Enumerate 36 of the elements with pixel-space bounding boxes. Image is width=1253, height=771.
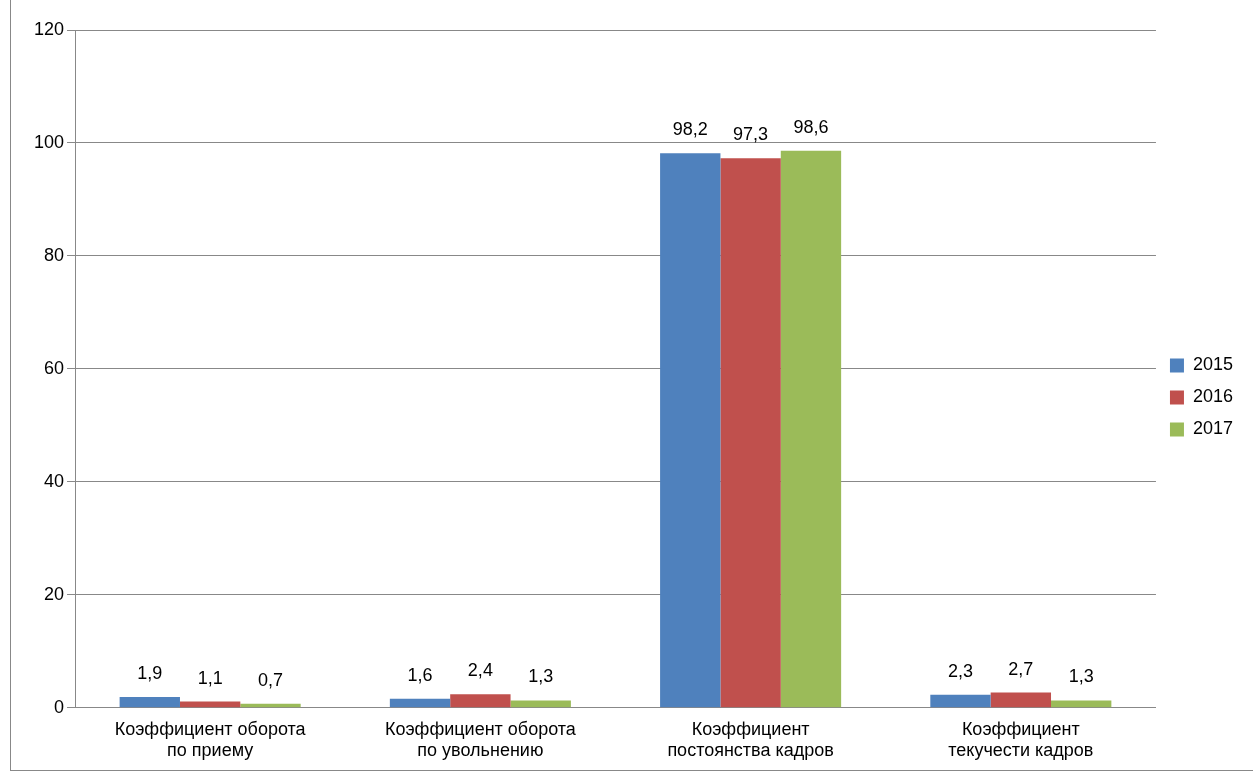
y-tick-label: 120 (33, 18, 65, 39)
data-label: 0,7 (257, 669, 284, 690)
data-label: 98,6 (793, 116, 829, 137)
x-tick-label: Коэффициент оборота по приему (114, 718, 307, 761)
bar (780, 150, 842, 708)
bar (389, 698, 451, 708)
legend-label: 2016 (1192, 386, 1233, 407)
x-tick-label: Коэффициент постоянства кадров (667, 718, 834, 761)
data-label: 1,3 (528, 666, 554, 687)
y-tick-label: 20 (44, 583, 65, 604)
x-tick-label: Коэффициент текучести кадров (948, 718, 1094, 761)
bar (990, 692, 1052, 708)
legend-label: 2015 (1192, 354, 1233, 375)
bar (510, 700, 571, 708)
data-label: 2,7 (1008, 658, 1034, 679)
y-tick-label: 0 (54, 696, 65, 717)
bar (930, 694, 991, 708)
y-tick-label: 40 (44, 470, 65, 491)
bar (720, 158, 781, 708)
data-label: 97,3 (733, 124, 769, 145)
legend-label: 2017 (1192, 418, 1233, 439)
bar (1051, 700, 1112, 708)
data-label: 2,4 (467, 660, 493, 681)
data-label: 1,1 (197, 667, 223, 688)
y-tick-label: 80 (44, 244, 65, 265)
data-label: 2,3 (947, 660, 974, 681)
data-label: 98,2 (672, 119, 708, 140)
y-tick-label: 100 (33, 131, 65, 152)
data-label: 1,9 (137, 663, 163, 684)
y-tick-label: 60 (44, 357, 65, 378)
data-label: 1,6 (407, 664, 433, 685)
bar (660, 153, 721, 708)
bar (450, 694, 511, 708)
x-tick-label: Коэффициент оборота по увольнению (384, 718, 577, 761)
data-label: 1,3 (1068, 666, 1094, 687)
bar (119, 697, 180, 708)
